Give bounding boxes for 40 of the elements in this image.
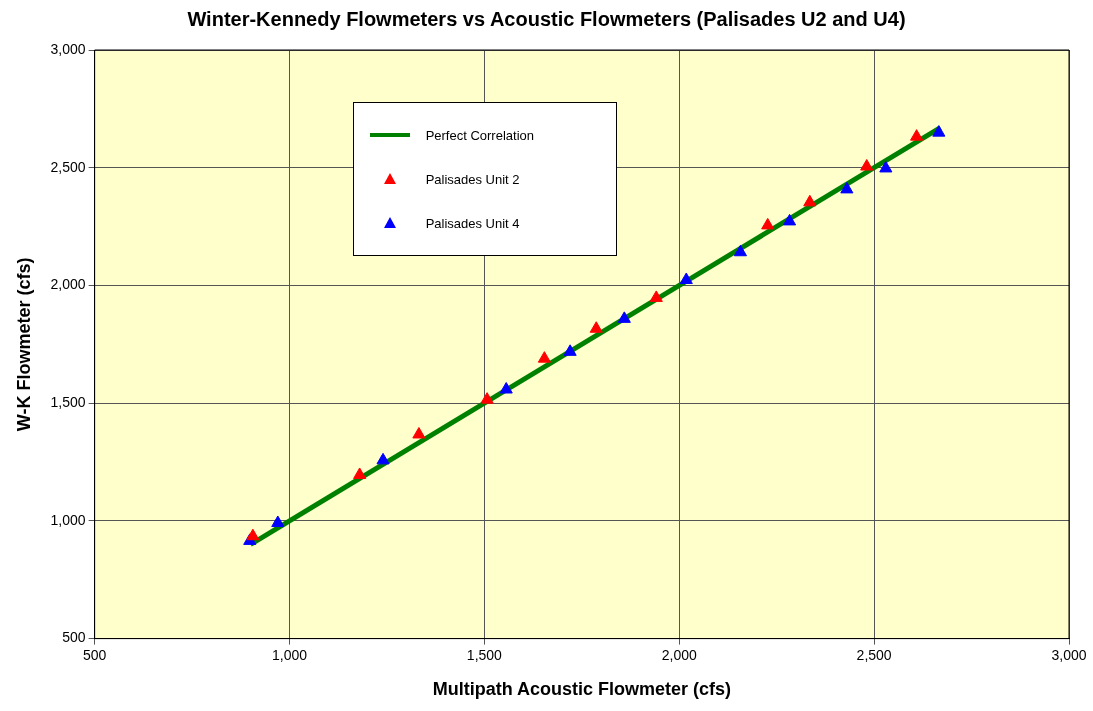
- point: [563, 344, 577, 356]
- y-tick-label: 1,000: [50, 511, 86, 528]
- x-tick-label: 3,000: [1051, 646, 1087, 663]
- point: [649, 290, 663, 302]
- point: [733, 244, 748, 257]
- point: [761, 217, 775, 230]
- x-tick-label: 1,000: [271, 646, 308, 663]
- point: [499, 382, 513, 394]
- point: [803, 194, 817, 207]
- chart-title: Winter-Kennedy Flowmeters vs Acoustic Flowmeters (Palisades U2 and U4): [186, 8, 907, 31]
- point: [782, 213, 797, 226]
- x-tick-label: 2,500: [856, 646, 892, 663]
- point: [271, 515, 285, 527]
- point: [246, 528, 260, 541]
- point: [537, 351, 551, 363]
- x-tick-label: 500: [82, 646, 107, 663]
- point: [932, 125, 946, 137]
- y-tick-label: 1,500: [50, 394, 86, 411]
- x-tick-label: 2,000: [661, 646, 697, 663]
- x-tick-label: 1,500: [466, 646, 503, 663]
- point: [353, 467, 367, 479]
- legend-label: Perfect Correlation: [425, 127, 535, 143]
- y-tick-label: 2,000: [50, 276, 86, 293]
- point: [679, 272, 693, 285]
- point: [480, 392, 494, 404]
- point: [840, 181, 854, 194]
- legend-label: Palisades Unit 4: [425, 215, 520, 231]
- x-axis-title: Multipath Acoustic Flowmeter (cfs): [432, 679, 731, 700]
- point: [617, 311, 631, 323]
- y-tick-label: 500: [62, 629, 86, 646]
- point: [860, 159, 874, 171]
- y-tick-label: 3,000: [50, 40, 86, 57]
- y-axis-title: W-K Flowmeter (cfs): [13, 257, 34, 432]
- point: [589, 321, 603, 333]
- y-tick-label: 2,500: [50, 158, 86, 175]
- point: [879, 160, 893, 173]
- point: [412, 426, 426, 439]
- point: [376, 452, 390, 465]
- legend-label: Palisades Unit 2: [425, 171, 520, 187]
- point: [910, 129, 924, 141]
